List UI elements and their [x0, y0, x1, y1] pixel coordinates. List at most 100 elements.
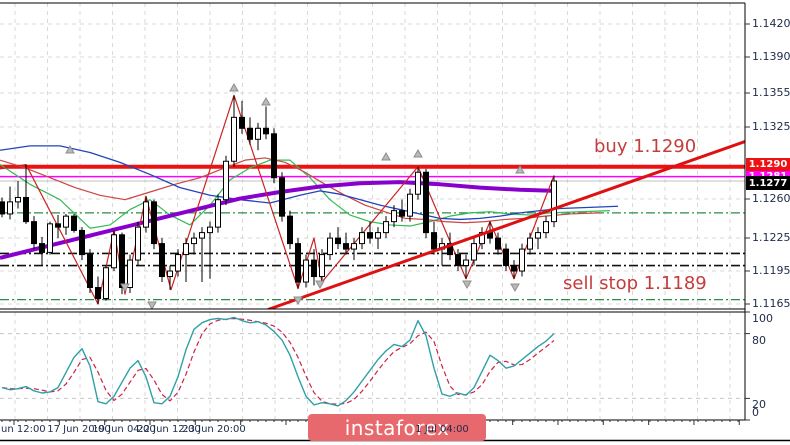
- fractal-up-icon: [515, 164, 525, 174]
- price-tick-label: 1.1420: [752, 17, 790, 30]
- stochastic-panel[interactable]: [0, 312, 745, 420]
- candle: [471, 243, 477, 261]
- candle: [239, 116, 245, 129]
- candle: [335, 237, 341, 245]
- candle: [87, 254, 93, 289]
- candle: [0, 201, 5, 215]
- time-axis-label: 17 Jun 20:00: [47, 424, 111, 435]
- candle: [183, 243, 189, 256]
- fractal-down-icon: [315, 280, 325, 290]
- candle: [247, 127, 253, 140]
- candle: [271, 133, 277, 179]
- candle: [255, 127, 261, 140]
- price-tick-label: 1.1260: [752, 192, 790, 205]
- candle: [319, 254, 325, 278]
- ma-blue: [0, 145, 619, 221]
- candle: [463, 259, 469, 267]
- candle: [455, 254, 461, 267]
- candle: [511, 265, 517, 272]
- candle: [127, 259, 133, 289]
- candle: [55, 223, 61, 228]
- fractal-up-icon: [261, 96, 271, 106]
- candle: [431, 232, 437, 250]
- stoch-scale-label: 80: [752, 333, 766, 347]
- price-tick-label: 1.1195: [752, 264, 790, 277]
- candle: [79, 229, 85, 256]
- ma-red: [0, 157, 601, 224]
- candle: [47, 223, 53, 253]
- candle: [447, 243, 453, 256]
- candle: [303, 259, 309, 283]
- candle: [199, 232, 205, 239]
- candle: [519, 248, 525, 272]
- price-tick-label: 1.1390: [752, 50, 790, 63]
- candle: [7, 201, 13, 215]
- candle: [215, 199, 221, 228]
- candle: [359, 232, 365, 245]
- candle: [295, 243, 301, 283]
- candle: [135, 226, 141, 261]
- time-axis-label: un 12:00: [1, 424, 46, 435]
- fractal-down-icon: [293, 296, 303, 306]
- candle: [111, 234, 117, 269]
- candle: [407, 193, 413, 217]
- candle: [15, 196, 21, 203]
- candle: [543, 221, 549, 234]
- sell-stop-annotation: sell stop 1.1189: [563, 273, 707, 294]
- fractal-up-icon: [229, 82, 239, 92]
- fractal-up-icon: [381, 151, 391, 161]
- candle: [207, 226, 213, 234]
- candle: [119, 234, 125, 289]
- time-axis-label: 22 Jun 12:00: [137, 424, 201, 435]
- candle: [495, 237, 501, 250]
- candle: [263, 127, 269, 135]
- candle: [551, 180, 557, 223]
- fractal-up-icon: [65, 144, 75, 154]
- candle: [103, 267, 109, 300]
- fractal-down-icon: [462, 280, 472, 290]
- candle: [367, 232, 373, 239]
- candle: [383, 221, 389, 234]
- candle: [287, 215, 293, 245]
- candle: [231, 116, 237, 162]
- candle: [143, 201, 149, 228]
- candle: [31, 221, 37, 245]
- candle: [503, 248, 509, 267]
- time-axis-label: 1 Jul 04:00: [415, 424, 469, 435]
- candle: [151, 201, 157, 245]
- candle: [535, 232, 541, 239]
- candle: [327, 237, 333, 256]
- main-panel[interactable]: [0, 3, 745, 309]
- candle: [223, 160, 229, 201]
- candle: [423, 171, 429, 234]
- candle: [415, 171, 421, 195]
- candle: [375, 232, 381, 239]
- candle: [23, 196, 29, 223]
- candle: [63, 215, 69, 228]
- candle: [159, 243, 165, 278]
- time-axis-label: 23 Jun 20:00: [182, 424, 246, 435]
- stoch-main-line: [1, 316, 555, 407]
- instaforex-watermark: instaforex: [308, 414, 486, 441]
- candle: [167, 270, 173, 278]
- candle: [311, 259, 317, 278]
- candle: [191, 237, 197, 245]
- stoch-scale-label: 0: [752, 406, 759, 419]
- fractal-down-icon: [147, 301, 157, 309]
- current-price-label: 1.1277: [746, 176, 790, 190]
- resistance-price-label: 1.1290: [746, 158, 790, 171]
- stoch-scale-label: 20: [752, 398, 766, 412]
- candle: [39, 243, 45, 253]
- time-axis-label: 19 Jun 04:00: [92, 424, 156, 435]
- stoch-signal-line: [1, 317, 555, 405]
- candle: [71, 215, 77, 231]
- candle: [175, 254, 181, 272]
- price-tick-label: 1.1325: [752, 120, 790, 133]
- candle: [527, 237, 533, 250]
- stoch-scale-label: 100: [752, 312, 773, 325]
- candle: [279, 177, 285, 217]
- ma-green: [0, 159, 611, 229]
- candle: [391, 210, 397, 223]
